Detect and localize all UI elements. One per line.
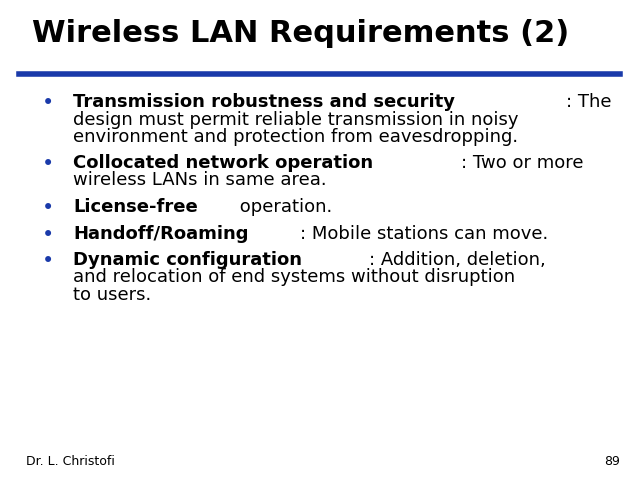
Text: •: •: [42, 198, 54, 218]
Text: : The: : The: [566, 93, 612, 112]
Text: •: •: [42, 154, 54, 174]
Text: and relocation of end systems without disruption: and relocation of end systems without di…: [73, 268, 516, 286]
Text: •: •: [42, 251, 54, 271]
Text: wireless LANs in same area.: wireless LANs in same area.: [73, 171, 327, 190]
Text: : Mobile stations can move.: : Mobile stations can move.: [300, 225, 548, 243]
Text: •: •: [42, 93, 54, 114]
Text: Dr. L. Christofi: Dr. L. Christofi: [26, 456, 114, 468]
Text: Transmission robustness and security: Transmission robustness and security: [73, 93, 456, 112]
Text: design must permit reliable transmission in noisy: design must permit reliable transmission…: [73, 111, 519, 128]
Text: : Two or more: : Two or more: [461, 154, 583, 172]
Text: operation.: operation.: [235, 198, 333, 216]
Text: Wireless LAN Requirements (2): Wireless LAN Requirements (2): [32, 19, 569, 48]
Text: to users.: to users.: [73, 285, 151, 304]
Text: •: •: [42, 225, 54, 245]
Text: License-free: License-free: [73, 198, 198, 216]
Text: 89: 89: [604, 456, 620, 468]
Text: Handoff/Roaming: Handoff/Roaming: [73, 225, 249, 243]
Text: Dynamic configuration: Dynamic configuration: [73, 251, 302, 269]
Text: environment and protection from eavesdropping.: environment and protection from eavesdro…: [73, 128, 519, 146]
Text: : Addition, deletion,: : Addition, deletion,: [369, 251, 546, 269]
Text: Collocated network operation: Collocated network operation: [73, 154, 374, 172]
